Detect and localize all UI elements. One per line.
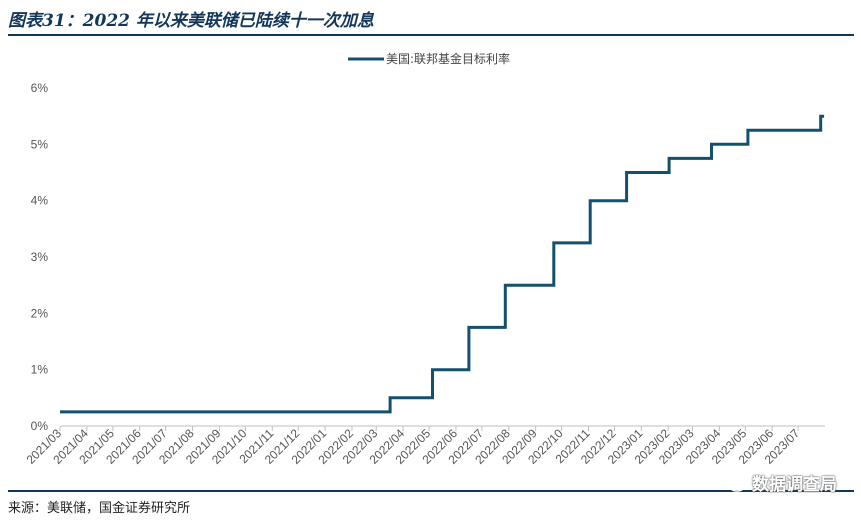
watermark: 数据调查局 — [720, 470, 837, 495]
y-tick-label: 1% — [31, 363, 49, 377]
line-chart: 美国:联邦基金目标利率 0% 1% 2% 3% 4% 5% 6% 2021/032021/0… — [24, 51, 825, 467]
y-tick-label: 4% — [31, 194, 49, 208]
top-divider — [8, 34, 854, 36]
source-note: 来源：美联储，国金证券研究所 — [8, 501, 191, 516]
y-axis: 0% 1% 2% 3% 4% 5% 6% — [31, 81, 49, 433]
y-tick-label: 2% — [31, 306, 49, 320]
legend-label: 美国:联邦基金目标利率 — [386, 51, 510, 66]
y-tick-label: 3% — [31, 250, 49, 264]
figure-title: 图表31：2022 年以来美联储已陆续十一次加息 — [8, 11, 374, 31]
legend: 美国:联邦基金目标利率 — [348, 51, 510, 66]
y-tick-label: 0% — [31, 419, 49, 433]
y-tick-label: 5% — [31, 137, 49, 151]
bottom-divider — [8, 490, 854, 492]
x-axis: 2021/032021/042021/052021/062021/072021/… — [24, 425, 825, 467]
watermark-text: 数据调查局 — [752, 475, 837, 495]
y-tick-label: 6% — [31, 81, 49, 95]
series-line — [60, 114, 825, 414]
plot-area — [60, 114, 825, 414]
wechat-icon — [720, 472, 746, 492]
